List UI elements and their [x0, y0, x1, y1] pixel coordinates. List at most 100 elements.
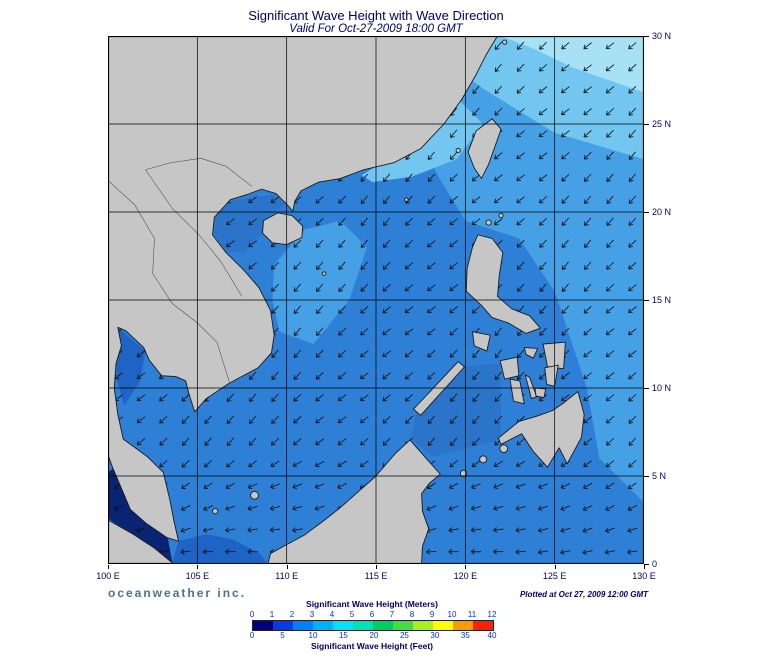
wave-direction-arrow	[628, 129, 636, 138]
island-pratas	[404, 197, 409, 202]
wave-direction-arrow	[628, 107, 637, 116]
wave-direction-arrow	[449, 151, 458, 160]
wave-direction-arrow	[494, 63, 502, 72]
border-china-vietnam	[145, 158, 252, 187]
wave-direction-arrow	[472, 371, 480, 381]
wave-direction-arrow	[605, 107, 615, 116]
wave-direction-arrow	[405, 173, 413, 183]
wave-direction-arrow	[628, 85, 637, 94]
map-frame	[108, 36, 644, 564]
landmass-cebu	[524, 374, 538, 400]
wave-direction-arrow	[539, 327, 547, 336]
wave-direction-arrow	[293, 305, 301, 315]
wave-direction-arrow	[627, 549, 638, 555]
wave-direction-arrow	[537, 505, 548, 511]
ocean-region-5m	[501, 36, 644, 93]
wave-direction-arrow	[337, 460, 347, 468]
wave-direction-arrow	[315, 394, 324, 402]
wave-direction-arrow	[248, 437, 257, 446]
wave-direction-arrow	[450, 393, 458, 402]
landmass-samar	[542, 341, 566, 370]
colorbar-segment	[253, 621, 273, 630]
wave-direction-arrow	[270, 483, 280, 489]
wave-direction-arrow	[248, 262, 257, 270]
wave-direction-arrow	[583, 416, 592, 424]
x-axis-label: 105 E	[185, 571, 210, 581]
wave-direction-arrow	[628, 284, 637, 292]
wave-direction-arrow	[494, 174, 503, 182]
wave-direction-arrow	[449, 349, 458, 358]
wave-direction-arrow	[470, 548, 482, 555]
wave-direction-arrow	[136, 350, 146, 358]
y-axis-tick	[644, 564, 649, 565]
wave-direction-arrow	[538, 64, 548, 72]
x-axis-label: 110 E	[275, 571, 299, 581]
wave-direction-arrow	[471, 218, 481, 226]
wave-direction-arrow	[472, 437, 480, 446]
wave-direction-arrow	[359, 372, 369, 380]
wave-direction-arrow	[337, 483, 347, 490]
ocean-region-sulu	[410, 363, 502, 457]
wave-direction-arrow	[628, 350, 637, 358]
meters-tick-label: 10	[447, 610, 457, 619]
wave-direction-arrow	[203, 482, 213, 490]
island-babuyan	[485, 219, 492, 226]
wave-direction-arrow	[516, 261, 525, 270]
wave-direction-arrow	[605, 64, 615, 72]
wave-direction-arrow	[203, 505, 213, 511]
wave-direction-arrow	[449, 262, 458, 270]
wave-direction-arrow	[583, 173, 592, 182]
wave-direction-arrow	[471, 483, 481, 490]
wave-direction-arrow	[449, 196, 458, 204]
meters-tick-label: 0	[249, 610, 255, 619]
wave-direction-arrow	[583, 372, 592, 380]
wave-direction-arrow	[584, 239, 592, 249]
wave-direction-arrow	[315, 438, 324, 446]
wave-direction-arrow	[404, 306, 414, 314]
wave-direction-arrow	[515, 460, 526, 468]
wave-direction-arrow	[627, 482, 637, 490]
wave-direction-arrow	[449, 173, 458, 182]
y-axis-label: 30 N	[652, 31, 672, 41]
wave-direction-arrow	[516, 130, 525, 138]
wave-direction-arrow	[382, 437, 391, 446]
wave-direction-arrow	[516, 438, 525, 446]
wave-direction-arrow	[628, 217, 637, 226]
wave-direction-arrow	[493, 527, 504, 533]
wave-direction-arrow	[628, 64, 637, 72]
wave-direction-arrow	[606, 151, 614, 160]
wave-direction-arrow	[515, 483, 526, 489]
wave-direction-arrow	[249, 371, 257, 381]
meters-tick-label: 1	[269, 610, 275, 619]
wave-direction-arrow	[516, 152, 525, 160]
wave-direction-arrow	[561, 195, 570, 204]
wave-direction-arrow	[628, 393, 637, 402]
meters-tick-label: 4	[329, 610, 335, 619]
y-axis-tick	[644, 36, 649, 37]
y-axis-tick	[644, 388, 649, 389]
meters-tick-label: 12	[487, 610, 497, 619]
wave-direction-arrow	[606, 217, 614, 226]
wave-direction-arrow	[583, 350, 592, 358]
wave-direction-arrow	[202, 527, 214, 533]
wave-direction-arrow	[382, 372, 391, 380]
colorbar-segment	[393, 621, 413, 630]
border-thailand-mekong	[108, 180, 230, 383]
wave-direction-arrow	[561, 217, 570, 226]
wave-direction-arrow	[515, 505, 526, 511]
wave-direction-arrow	[560, 527, 571, 533]
wave-direction-arrow	[494, 218, 503, 226]
wave-direction-arrow	[292, 460, 302, 468]
wave-direction-arrow	[448, 548, 459, 555]
wave-direction-arrow	[583, 130, 592, 138]
wave-direction-arrow	[270, 460, 280, 468]
wave-direction-arrow	[315, 371, 324, 380]
wave-direction-arrow	[516, 218, 525, 226]
wave-direction-arrow	[293, 416, 302, 424]
wave-direction-arrow	[516, 41, 525, 50]
wave-direction-arrow	[427, 195, 436, 204]
wave-direction-arrow	[314, 460, 325, 468]
landmass-palawan	[413, 361, 465, 416]
wave-direction-arrow	[583, 108, 592, 116]
wave-direction-arrow	[538, 86, 548, 94]
